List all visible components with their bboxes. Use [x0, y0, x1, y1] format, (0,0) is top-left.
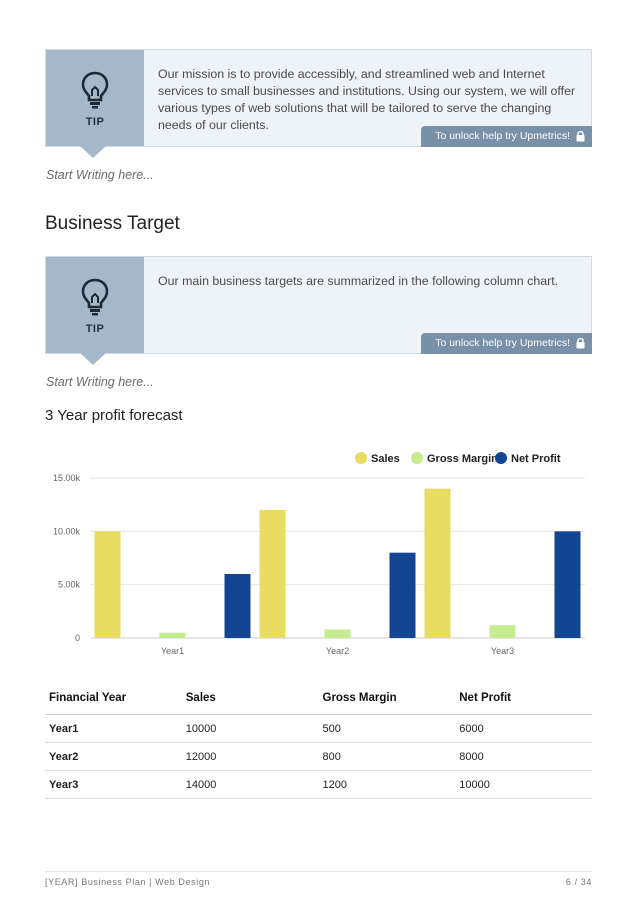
bar-gross-margin	[159, 632, 186, 638]
y-tick-label: 15.00k	[53, 473, 81, 483]
table-cell: 10000	[455, 770, 592, 799]
lock-icon	[576, 337, 585, 349]
unlock-upmetrics-button[interactable]: To unlock help try Upmetrics!	[421, 333, 592, 354]
x-tick-label: Year2	[326, 646, 349, 656]
y-tick-label: 10.00k	[53, 526, 81, 536]
legend-label: Gross Margin	[427, 453, 498, 465]
start-writing-placeholder[interactable]: Start Writing here...	[46, 375, 154, 389]
unlock-upmetrics-button[interactable]: To unlock help try Upmetrics!	[421, 126, 592, 147]
bar-net-profit	[389, 552, 416, 638]
bar-net-profit	[554, 531, 581, 638]
tip-sidebar: TIP	[46, 257, 144, 365]
bar-gross-margin	[324, 629, 351, 638]
column-header: Financial Year	[45, 684, 182, 715]
section-title: Business Target	[45, 213, 180, 234]
table-cell: 800	[318, 742, 456, 771]
bar-sales	[94, 531, 121, 638]
table-row: Year2 12000 800 8000	[45, 742, 592, 771]
table-cell: 500	[318, 714, 456, 743]
column-header: Net Profit	[455, 684, 592, 715]
table-row: Year3 14000 1200 10000	[45, 770, 592, 799]
bar-sales	[424, 488, 451, 638]
profit-forecast-chart: 0 5.00k 10.00k 15.00k Year1 Year2 Year3 Sales Gr…	[53, 452, 585, 656]
column-header: Gross Margin	[318, 684, 456, 715]
table-cell: 1200	[318, 770, 456, 799]
table-cell: 8000	[455, 742, 592, 771]
table-row: Year1 10000 500 6000	[45, 714, 592, 743]
column-header: Sales	[181, 684, 319, 715]
table-cell: 6000	[455, 714, 592, 743]
tip-label: TIP	[85, 116, 105, 128]
bar-net-profit	[224, 574, 251, 638]
x-tick-label: Year1	[161, 646, 184, 656]
table-cell: 12000	[181, 742, 319, 771]
bar-gross-margin	[489, 625, 516, 638]
y-tick-label: 0	[75, 633, 80, 643]
table-header-row: Financial Year Sales Gross Margin Net Pr…	[45, 684, 592, 715]
table-cell: Year1	[45, 714, 182, 743]
legend-swatch	[495, 452, 507, 464]
y-tick-label: 5.00k	[58, 580, 81, 590]
unlock-label: To unlock help try Upmetrics!	[435, 130, 570, 142]
page-footer: [YEAR] Business Plan | Web Design 6 / 34	[45, 871, 592, 887]
table-cell: 14000	[181, 770, 319, 799]
legend-swatch	[411, 452, 423, 464]
footer-title: [YEAR] Business Plan | Web Design	[45, 877, 211, 887]
lock-icon	[576, 130, 585, 142]
legend-label: Net Profit	[511, 453, 561, 465]
chart-title: 3 Year profit forecast	[45, 407, 183, 424]
lightbulb-icon	[81, 278, 109, 316]
table-cell: Year3	[45, 770, 182, 799]
tip-box-targets: TIP Our main business targets are summar…	[45, 256, 592, 365]
tip-label: TIP	[85, 323, 105, 335]
table-cell: 10000	[181, 714, 319, 743]
table-cell: Year2	[45, 742, 182, 771]
financial-table: Financial Year Sales Gross Margin Net Pr…	[45, 684, 592, 799]
page-number: 6 / 34	[565, 877, 592, 887]
legend-swatch	[355, 452, 367, 464]
bar-sales	[259, 510, 286, 638]
lightbulb-icon	[81, 71, 109, 109]
unlock-label: To unlock help try Upmetrics!	[435, 337, 570, 349]
tip-sidebar: TIP	[46, 50, 144, 158]
start-writing-placeholder[interactable]: Start Writing here...	[46, 168, 154, 182]
legend-label: Sales	[371, 453, 400, 465]
tip-text: Our mission is to provide accessibly, an…	[158, 67, 576, 132]
x-tick-label: Year3	[491, 646, 514, 656]
tip-text: Our main business targets are summarized…	[158, 274, 559, 288]
tip-box-mission: TIP Our mission is to provide accessibly…	[45, 49, 592, 158]
